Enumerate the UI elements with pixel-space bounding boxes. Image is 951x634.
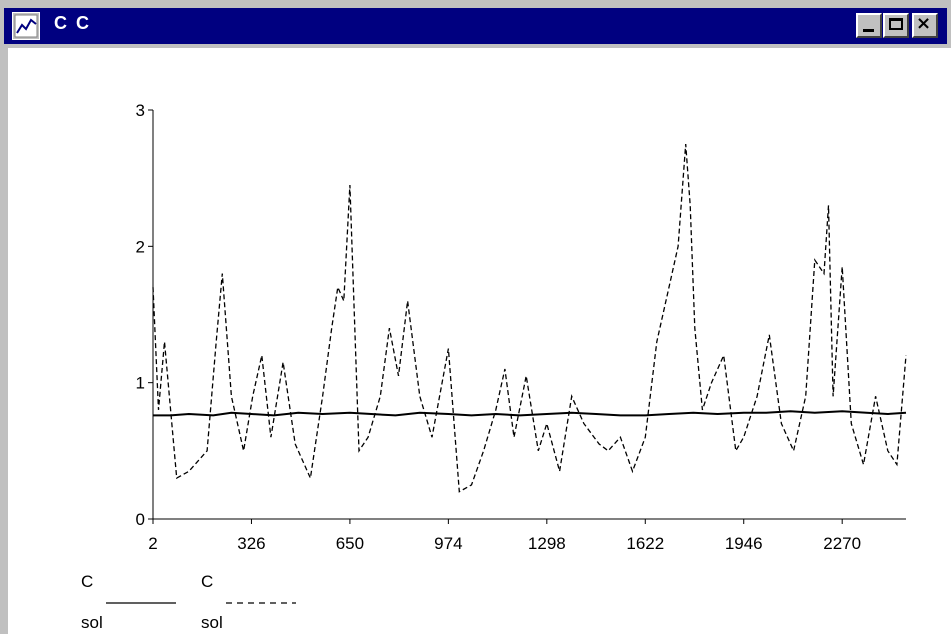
maximize-button[interactable] <box>883 13 909 38</box>
x-tick-label: 326 <box>237 534 265 553</box>
maximize-icon <box>889 18 903 30</box>
y-tick-label: 0 <box>136 510 145 529</box>
chart-icon-graphic <box>14 14 38 38</box>
x-tick-label: 974 <box>434 534 462 553</box>
minimize-button[interactable] <box>856 13 882 38</box>
y-tick-label: 2 <box>136 237 145 256</box>
legend-sublabel: sol <box>201 613 223 632</box>
x-tick-label: 1946 <box>725 534 763 553</box>
legend-label: C <box>201 572 213 591</box>
close-button[interactable]: × <box>912 13 938 38</box>
legend-label: C <box>81 572 93 591</box>
x-tick-label: 2270 <box>823 534 861 553</box>
y-tick-label: 3 <box>136 101 145 120</box>
y-tick-label: 1 <box>136 374 145 393</box>
series-line-dashed <box>152 144 907 493</box>
legend-sublabel: sol <box>81 613 103 632</box>
window-title: C C <box>54 13 91 33</box>
x-tick-label: 1298 <box>528 534 566 553</box>
x-tick-label: 1622 <box>626 534 664 553</box>
minimize-icon <box>863 29 874 32</box>
series-line-solid <box>153 410 907 417</box>
title-bar[interactable]: C C × <box>4 8 947 44</box>
x-tick-label: 650 <box>336 534 364 553</box>
chart-app-icon[interactable] <box>12 12 40 40</box>
x-tick-label: 2 <box>148 534 157 553</box>
close-icon: × <box>916 13 932 34</box>
